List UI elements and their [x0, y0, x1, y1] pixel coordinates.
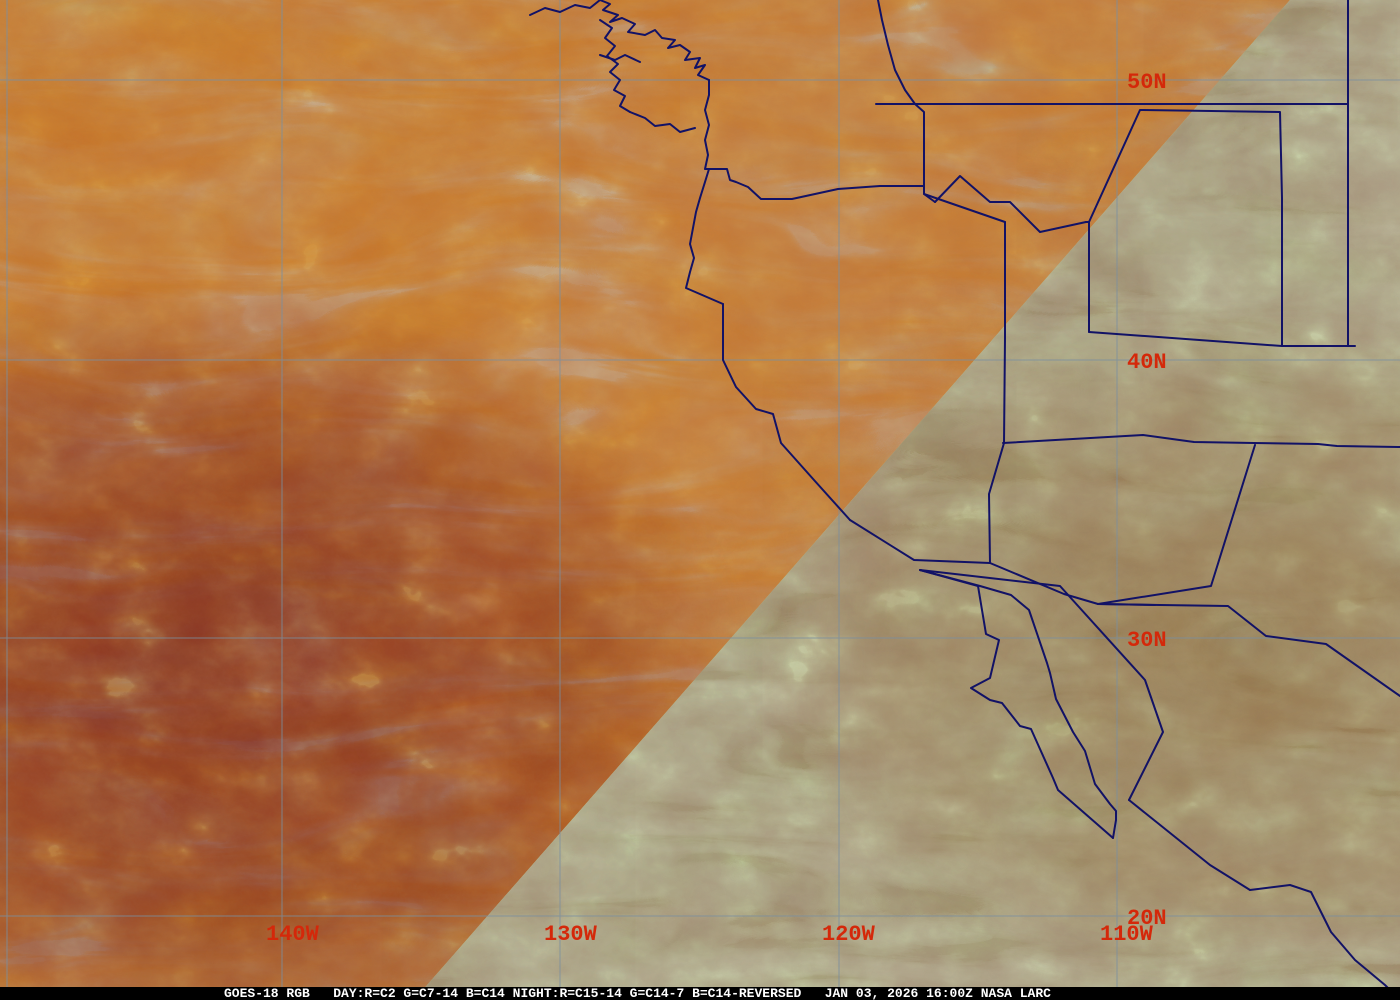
svg-text:40N: 40N [1127, 350, 1167, 375]
svg-text:130W: 130W [544, 922, 598, 947]
svg-text:50N: 50N [1127, 70, 1167, 95]
svg-text:30N: 30N [1127, 628, 1167, 653]
svg-text:140W: 140W [266, 922, 320, 947]
svg-text:120W: 120W [822, 922, 876, 947]
svg-text:110W: 110W [1100, 922, 1154, 947]
